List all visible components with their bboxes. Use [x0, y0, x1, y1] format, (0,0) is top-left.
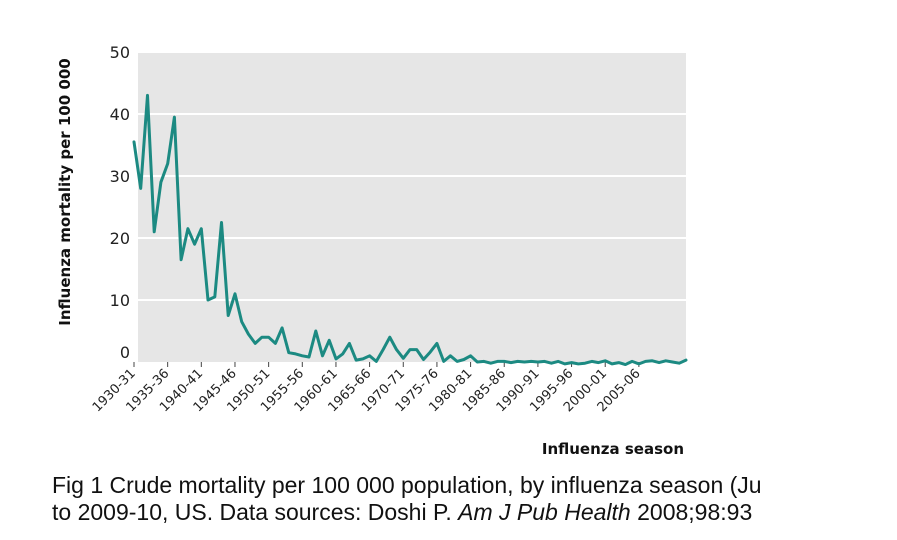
caption-line-2-suffix: 2008;98:93	[630, 499, 753, 525]
y-axis-ticks: 0 10 20 30 40 50	[110, 43, 130, 362]
x-axis-label: Influenza season	[542, 440, 684, 458]
caption-line-1: Fig 1 Crude mortality per 100 000 popula…	[52, 472, 762, 498]
y-tick-label: 40	[110, 105, 130, 124]
mortality-line-chart: 0 10 20 30 40 50 1930-311935-361940-411945-46…	[56, 43, 688, 458]
y-tick-label: 50	[110, 43, 130, 62]
y-tick-label: 30	[110, 167, 130, 186]
y-tick-label: 10	[110, 291, 130, 310]
plot-background	[138, 52, 686, 362]
caption-line-2-prefix: to 2009-10, US. Data sources: Doshi P.	[52, 499, 459, 525]
y-tick-label: 20	[110, 229, 130, 248]
caption-journal-title: Am J Pub Health	[458, 499, 631, 525]
x-axis-ticks: 1930-311935-361940-411945-461950-511955-…	[90, 362, 644, 415]
gridlines	[138, 51, 686, 301]
mortality-series-line	[132, 93, 688, 366]
y-tick-label: 0	[120, 343, 130, 362]
chart-container: 0 10 20 30 40 50 1930-31 1935-36 1940-41 1945-46…	[56, 43, 688, 458]
caption-line-2: to 2009-10, US. Data sources: Doshi P. A…	[52, 499, 897, 526]
y-axis-label: Influenza mortality per 100 000	[56, 58, 74, 325]
figure-caption: Fig 1 Crude mortality per 100 000 popula…	[52, 472, 897, 526]
